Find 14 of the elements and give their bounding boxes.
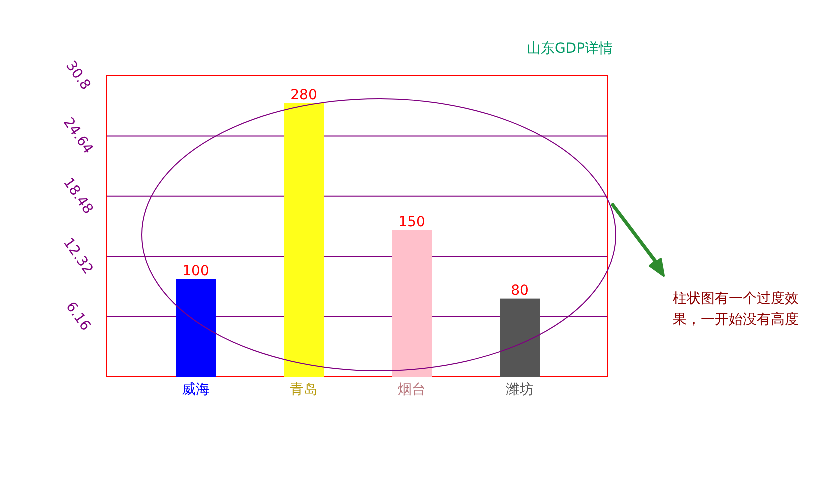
bar	[176, 279, 216, 377]
x-tick-label: 烟台	[398, 382, 426, 398]
text: 柱状图有一个过度效果，一开始没有高度	[673, 290, 800, 330]
data-label: 280	[290, 87, 318, 104]
x-tick-label: 潍坊	[506, 382, 534, 398]
x-tick-label: 威海	[182, 382, 210, 398]
bar	[392, 230, 432, 377]
chart-title: 山东GDP详情	[526, 41, 614, 57]
bar	[284, 103, 324, 377]
data-label: 80	[511, 282, 529, 299]
data-label: 100	[182, 263, 210, 280]
data-label: 150	[398, 214, 426, 230]
x-tick-label: 青岛	[290, 382, 318, 398]
bar	[500, 298, 540, 377]
